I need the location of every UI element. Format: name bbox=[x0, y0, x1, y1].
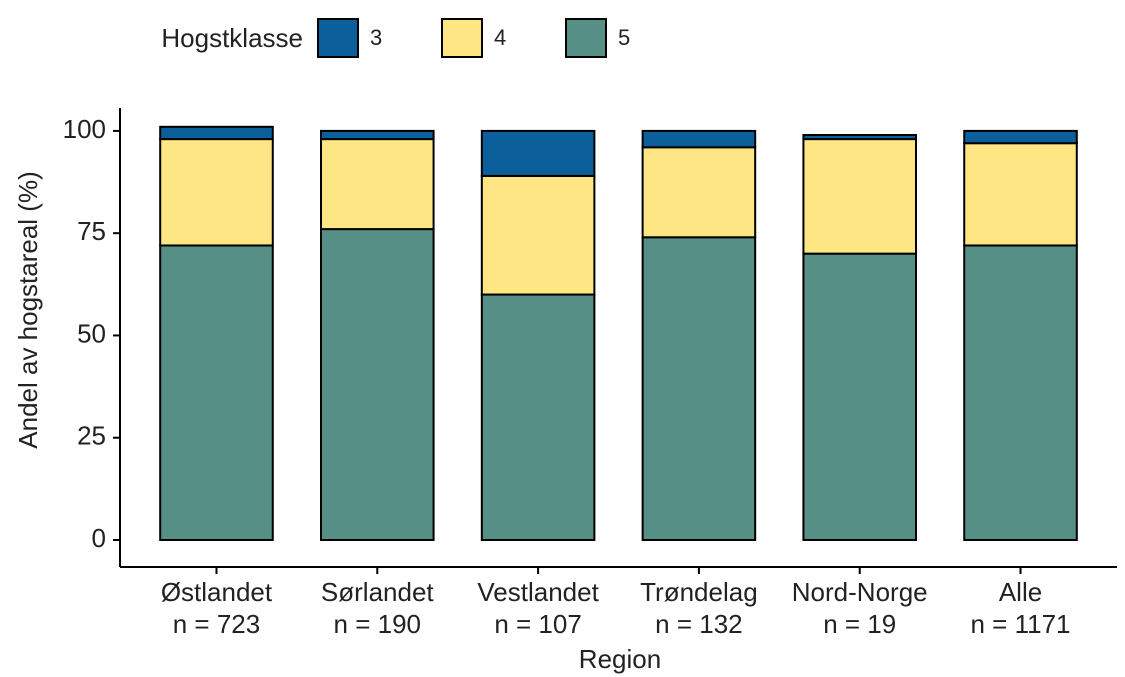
bar-segment bbox=[320, 138, 435, 231]
legend-label: 4 bbox=[494, 25, 506, 50]
y-axis-title: Andel av hogstareal (%) bbox=[13, 171, 43, 448]
x-tick-label: n = 19 bbox=[823, 609, 896, 639]
x-tick-label: Trøndelag bbox=[640, 577, 758, 607]
x-tick-label: Nord-Norge bbox=[792, 577, 928, 607]
bar-segment bbox=[802, 134, 917, 141]
bar-segment bbox=[963, 129, 1078, 145]
bar-segment bbox=[159, 244, 274, 541]
bar-segment bbox=[641, 146, 757, 239]
bar-segment bbox=[320, 129, 435, 141]
legend-swatch bbox=[441, 18, 483, 58]
x-tick-label: Sørlandet bbox=[321, 577, 434, 607]
bar-segment bbox=[802, 138, 917, 255]
legend-swatch bbox=[565, 18, 607, 58]
bar-segment bbox=[480, 174, 596, 296]
x-tick-label: n = 107 bbox=[494, 609, 581, 639]
bar-segment bbox=[320, 228, 435, 541]
bar-segment bbox=[641, 129, 757, 149]
bar-segment bbox=[963, 244, 1078, 541]
x-tick-label: n = 132 bbox=[655, 609, 742, 639]
x-tick-label: Østlandet bbox=[161, 577, 273, 607]
legend-label: 3 bbox=[370, 25, 382, 50]
bar-segment bbox=[480, 293, 596, 541]
y-tick-label: 50 bbox=[77, 318, 106, 348]
legend-label: 5 bbox=[618, 25, 630, 50]
bar-segment bbox=[802, 252, 917, 542]
y-tick-label: 25 bbox=[77, 421, 106, 451]
x-tick-label: n = 723 bbox=[173, 609, 260, 639]
x-tick-label: n = 190 bbox=[334, 609, 421, 639]
x-tick-label: Alle bbox=[999, 577, 1042, 607]
bar-segment bbox=[963, 142, 1078, 247]
x-tick-label: n = 1171 bbox=[971, 609, 1071, 639]
x-axis-title: Region bbox=[579, 644, 661, 674]
legend-title: Hogstklasse bbox=[161, 23, 303, 53]
x-tick-label: Vestlandet bbox=[477, 577, 599, 607]
legend-swatch bbox=[317, 18, 359, 58]
bar-segment bbox=[480, 129, 596, 177]
bar-segment bbox=[641, 236, 757, 541]
y-tick-label: 75 bbox=[77, 216, 106, 246]
bar-segment bbox=[159, 138, 274, 247]
y-tick-label: 0 bbox=[92, 523, 106, 553]
bar-segment bbox=[159, 125, 274, 141]
y-tick-label: 100 bbox=[63, 114, 106, 144]
